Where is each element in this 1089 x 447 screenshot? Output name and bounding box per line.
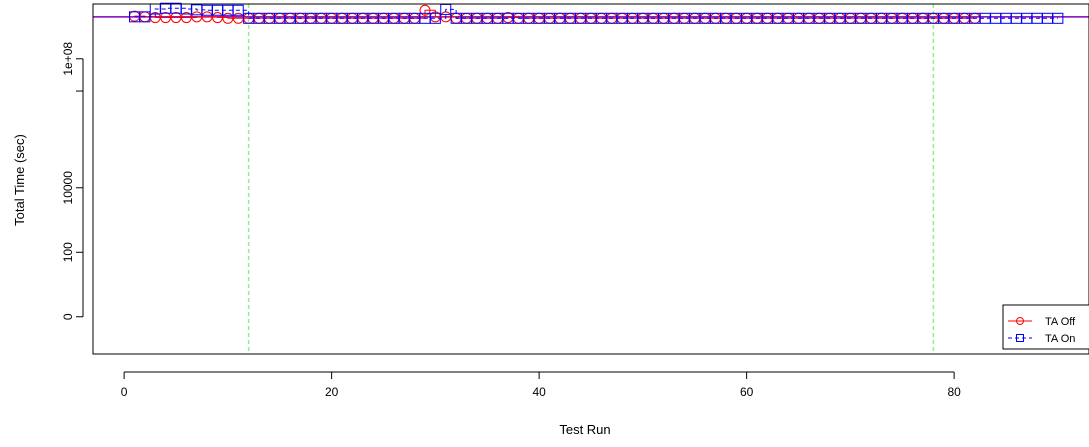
axes: 0 20 40 60 80 0 100 10000 1e+08	[61, 42, 961, 399]
reference-lines	[93, 4, 1089, 354]
x-tick-label: 40	[532, 385, 546, 399]
y-tick-label: 100	[61, 242, 75, 262]
y-tick-label: 0	[61, 313, 75, 320]
x-tick-label: 0	[121, 385, 128, 399]
legend-label-ta-off: TA Off	[1045, 316, 1076, 328]
data-point	[139, 11, 151, 23]
data-point	[232, 4, 244, 16]
x-tick-label: 60	[740, 385, 754, 399]
series-ta-on	[129, 2, 1064, 24]
y-tick-label: 1e+08	[61, 42, 75, 76]
y-axis-title: Total Time (sec)	[12, 134, 27, 226]
data-point	[1052, 12, 1064, 24]
legend: TA Off TA On	[1002, 304, 1089, 350]
x-tick-label: 80	[947, 385, 961, 399]
x-axis-title: Test Run	[559, 422, 610, 437]
plot-frame	[92, 3, 1089, 355]
legend-marker-ta-on	[1016, 334, 1024, 342]
legend-marker-ta-off	[1016, 317, 1024, 325]
x-tick-label: 20	[325, 385, 339, 399]
legend-label-ta-on: TA On	[1045, 333, 1075, 345]
series	[129, 2, 1064, 24]
data-point	[419, 4, 431, 16]
y-tick-label: 10000	[61, 171, 75, 205]
data-point	[429, 12, 441, 24]
